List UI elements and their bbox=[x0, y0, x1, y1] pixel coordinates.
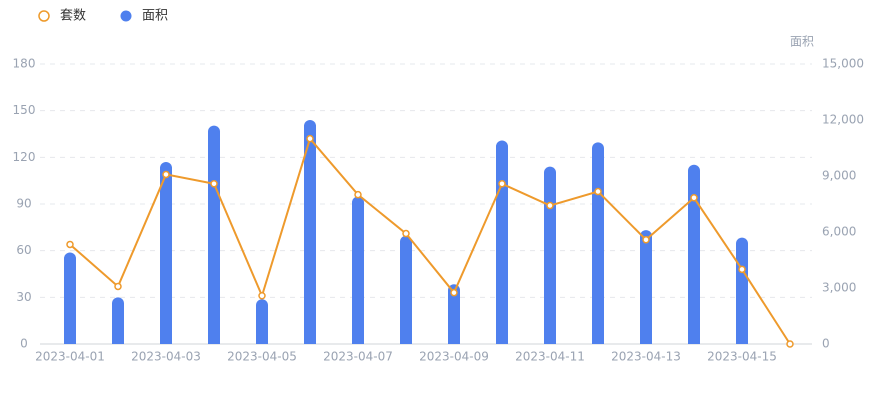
x-tick-label: 2023-04-09 bbox=[419, 350, 489, 364]
y-tick-label: 60 bbox=[16, 243, 31, 257]
bar bbox=[736, 237, 748, 344]
bar bbox=[640, 230, 652, 344]
y-tick-label: 180 bbox=[13, 57, 36, 71]
legend-label: 套数 bbox=[60, 8, 86, 24]
line-point bbox=[690, 194, 698, 202]
y2-tick-label: 15,000 bbox=[822, 57, 864, 71]
x-tick-label: 2023-04-11 bbox=[515, 350, 585, 364]
line-point bbox=[306, 134, 314, 143]
line-point bbox=[738, 265, 746, 274]
line-point bbox=[66, 240, 74, 249]
bar bbox=[544, 166, 556, 344]
line-point bbox=[450, 288, 458, 297]
bar bbox=[688, 164, 700, 344]
bar bbox=[448, 284, 460, 344]
legend-marker bbox=[120, 10, 132, 22]
bar bbox=[208, 125, 220, 344]
x-tick-label: 2023-04-03 bbox=[131, 350, 201, 364]
x-tick-label: 2023-04-07 bbox=[323, 350, 393, 364]
bar bbox=[496, 140, 508, 344]
y2-tick-label: 12,000 bbox=[822, 113, 864, 127]
bar bbox=[400, 235, 412, 344]
bar bbox=[256, 299, 268, 344]
bar bbox=[304, 120, 316, 344]
line-point bbox=[258, 292, 266, 300]
x-tick-label: 2023-04-13 bbox=[611, 350, 681, 364]
y2-tick-label: 3,000 bbox=[822, 281, 856, 295]
x-tick-label: 2023-04-01 bbox=[35, 350, 105, 364]
y2-axis-title: 面积 bbox=[790, 35, 814, 49]
bar bbox=[352, 196, 364, 344]
bar bbox=[64, 252, 76, 344]
line bbox=[69, 136, 791, 345]
legend-marker bbox=[38, 10, 50, 22]
line-point bbox=[210, 180, 218, 188]
y2-tick-label: 0 bbox=[822, 337, 830, 351]
y2-tick-label: 9,000 bbox=[822, 169, 856, 183]
bar bbox=[592, 142, 604, 344]
line-point bbox=[546, 201, 554, 210]
y-tick-label: 120 bbox=[13, 150, 36, 164]
line-point bbox=[498, 180, 506, 188]
x-tick-label: 2023-04-15 bbox=[707, 350, 777, 364]
line-point bbox=[162, 170, 170, 179]
line-point bbox=[114, 282, 122, 291]
y-tick-label: 0 bbox=[20, 337, 28, 351]
y-tick-label: 30 bbox=[16, 290, 31, 304]
line-point bbox=[594, 187, 602, 196]
x-tick-label: 2023-04-05 bbox=[227, 350, 297, 364]
line-point bbox=[642, 236, 650, 244]
line-point bbox=[354, 190, 362, 199]
y-tick-label: 90 bbox=[16, 197, 31, 211]
line-point bbox=[402, 229, 410, 238]
y-tick-label: 150 bbox=[13, 103, 36, 117]
line-point bbox=[786, 340, 794, 348]
bar bbox=[112, 297, 124, 344]
legend-label: 面积 bbox=[142, 9, 168, 24]
y2-tick-label: 6,000 bbox=[822, 225, 856, 239]
bar bbox=[160, 162, 172, 344]
